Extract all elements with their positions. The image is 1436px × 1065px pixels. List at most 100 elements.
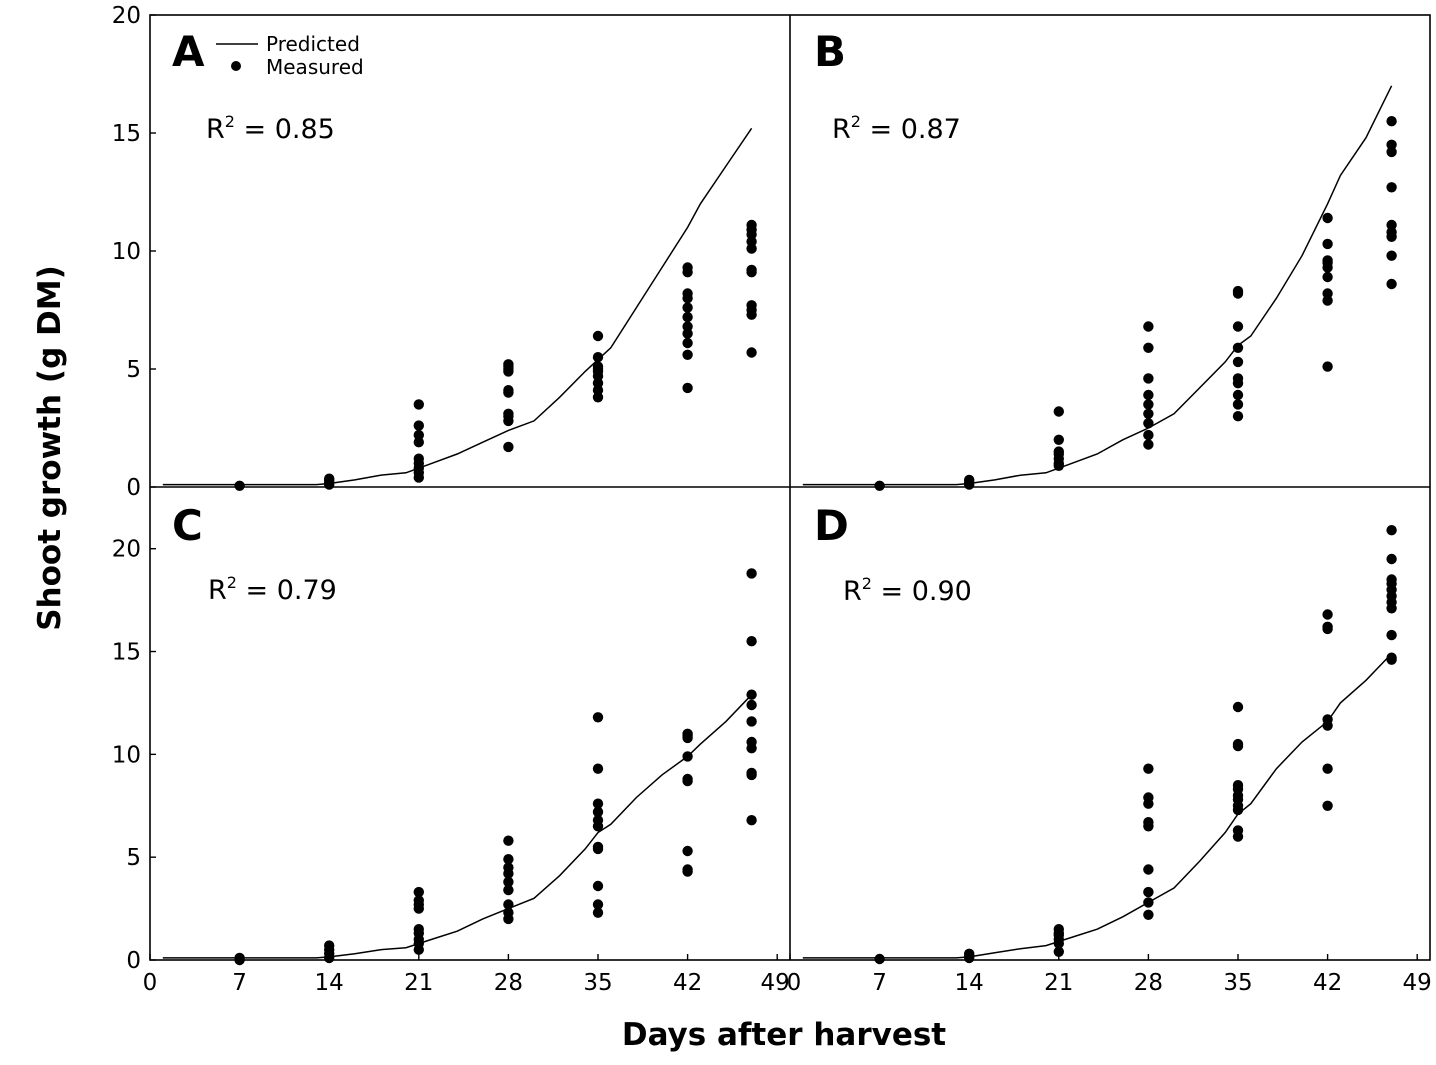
measured-point	[592, 880, 604, 892]
measured-point	[746, 699, 757, 711]
measured-point	[413, 886, 424, 898]
x-tick-label: 42	[1313, 970, 1342, 996]
y-tick-label: 0	[126, 475, 141, 501]
measured-point	[1232, 738, 1244, 750]
measured-point	[682, 321, 693, 332]
measured-point	[503, 862, 514, 873]
measured-point	[746, 716, 757, 727]
legend: Predicted Measured	[216, 32, 364, 79]
measured-point	[234, 480, 245, 491]
x-axis-title: Days after harvest	[622, 1017, 946, 1053]
y-tick-label: 5	[126, 357, 141, 383]
y-tick-label: 10	[112, 742, 141, 768]
measured-point	[1232, 825, 1244, 836]
x-tick-label: 35	[583, 970, 612, 996]
r2-annotation-b: R2 = 0.87	[832, 112, 961, 145]
r2-annotation-c: R2 = 0.79	[208, 573, 337, 606]
x-tick-label: 0	[143, 970, 158, 996]
measured-point	[413, 399, 424, 410]
x-tick-label: 49	[1403, 970, 1432, 996]
measured-point	[1232, 411, 1244, 422]
measured-point	[592, 361, 604, 372]
measured-point	[1322, 212, 1333, 224]
measured-point	[1386, 278, 1397, 290]
measured-point	[1232, 285, 1244, 297]
measured-point	[746, 815, 757, 826]
measured-point	[413, 420, 424, 431]
y-axis-title: Shoot growth (g DM)	[32, 265, 68, 631]
measured-point	[1232, 701, 1244, 713]
measured-point	[592, 798, 604, 809]
y-tick-label: 20	[112, 537, 141, 563]
measured-point	[1143, 418, 1154, 429]
y-tick-label: 15	[112, 121, 141, 147]
legend-predicted-label: Predicted	[266, 32, 360, 56]
measured-point	[746, 736, 757, 748]
y-tick-label: 5	[126, 845, 141, 871]
panel-letter-d: D	[814, 501, 849, 550]
measured-point	[413, 924, 424, 935]
measured-point	[746, 689, 757, 700]
measured-point	[1322, 288, 1333, 299]
measured-point	[503, 884, 514, 896]
measured-point	[592, 330, 604, 342]
measured-point	[1143, 886, 1154, 898]
measured-point	[503, 876, 514, 888]
measured-point	[592, 806, 604, 818]
measured-point	[1053, 924, 1065, 935]
measured-point	[1386, 182, 1397, 193]
measured-point	[1322, 271, 1333, 283]
measured-point	[1143, 763, 1154, 774]
measured-point	[1143, 373, 1154, 384]
measured-point	[682, 311, 693, 323]
measured-point	[682, 262, 693, 273]
measured-point	[1143, 909, 1154, 920]
measured-point	[746, 219, 757, 231]
x-tick-label: 42	[673, 970, 702, 996]
y-tick-label: 15	[112, 640, 141, 666]
measured-point	[503, 835, 514, 846]
x-tick-label: 7	[872, 970, 887, 996]
measured-point	[1053, 446, 1065, 457]
measured-point	[682, 349, 693, 360]
measured-point	[1053, 434, 1065, 445]
measured-point	[1386, 116, 1397, 127]
measured-point	[682, 864, 693, 875]
x-tick-label: 35	[1223, 970, 1252, 996]
measured-point	[1322, 255, 1333, 266]
measured-point	[1386, 574, 1397, 585]
measured-point	[746, 568, 757, 579]
y-tick-label: 0	[126, 948, 141, 974]
measured-point	[592, 841, 604, 853]
measured-point	[1322, 609, 1333, 620]
measured-point	[503, 899, 514, 910]
x-tick-label: 49	[761, 970, 790, 996]
measured-point	[746, 636, 757, 647]
measured-point	[413, 429, 424, 441]
x-tick-label: 21	[404, 970, 433, 996]
predicted-line-a	[162, 127, 753, 486]
measured-point	[1143, 408, 1154, 419]
panel-letter-a: A	[172, 27, 205, 76]
measured-point	[1232, 780, 1244, 791]
measured-point	[503, 441, 514, 453]
panel-b: B R2 = 0.87	[802, 27, 1397, 491]
measured-point	[1232, 342, 1244, 353]
y-tick-label: 20	[112, 3, 141, 29]
panel-letter-c: C	[172, 501, 203, 550]
measured-point	[1386, 139, 1397, 150]
measured-point	[874, 953, 885, 965]
measured-point	[1386, 629, 1397, 641]
x-tick-label: 21	[1044, 970, 1073, 996]
measured-point	[1143, 399, 1154, 410]
x-tick-label: 0	[787, 970, 802, 996]
measured-point	[1232, 356, 1244, 368]
measured-point	[324, 940, 335, 951]
measured-point	[503, 907, 514, 918]
measured-point	[1386, 219, 1397, 231]
measured-point	[1143, 439, 1154, 450]
measured-point	[1232, 373, 1244, 384]
measured-point	[503, 408, 514, 419]
measured-point	[413, 453, 424, 464]
